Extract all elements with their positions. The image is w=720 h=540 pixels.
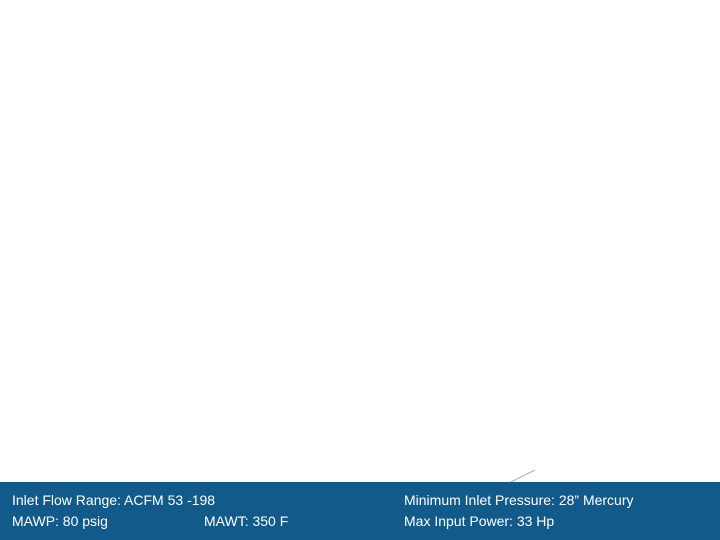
footer-left-column: Inlet Flow Range: ACFM 53 -198 MAWP: 80 … <box>0 485 382 537</box>
inlet-flow-range: Inlet Flow Range: ACFM 53 -198 <box>12 491 382 510</box>
min-inlet-pressure: Minimum Inlet Pressure: 28” Mercury <box>404 491 700 510</box>
mawt-value: MAWT: 350 F <box>204 512 382 531</box>
footer-bar: Inlet Flow Range: ACFM 53 -198 MAWP: 80 … <box>0 482 720 540</box>
mawp-value: MAWP: 80 psig <box>12 512 204 531</box>
footer-right-column: Minimum Inlet Pressure: 28” Mercury Max … <box>382 485 700 537</box>
footer-left-row2: MAWP: 80 psig MAWT: 350 F <box>12 512 382 531</box>
max-input-power: Max Input Power: 33 Hp <box>404 512 700 531</box>
